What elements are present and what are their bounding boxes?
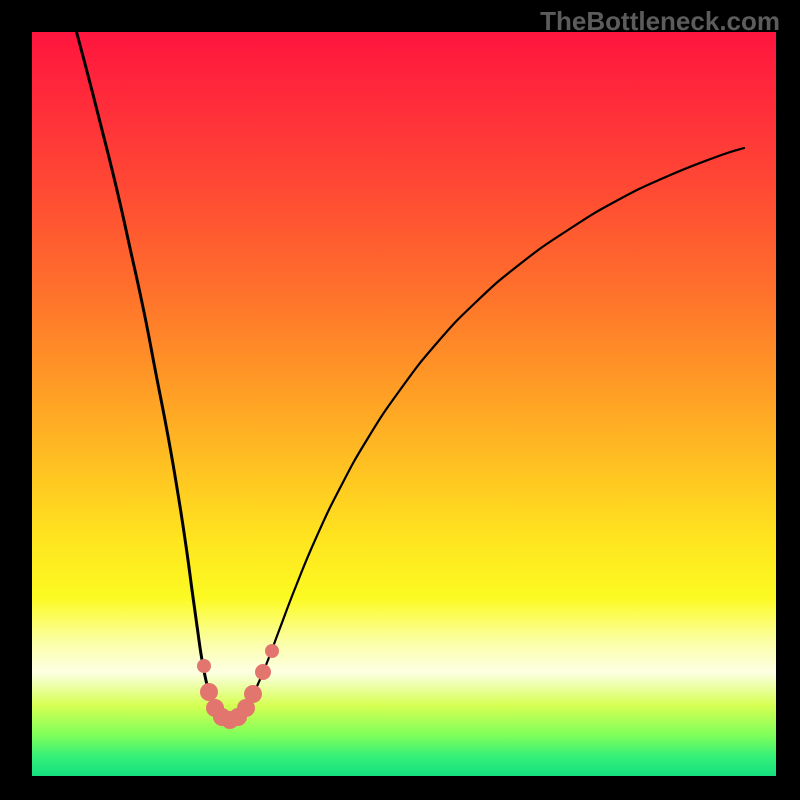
left-curve bbox=[68, 0, 230, 720]
curve-marker bbox=[200, 683, 218, 701]
plot-area bbox=[32, 32, 776, 776]
watermark-text: TheBottleneck.com bbox=[540, 6, 780, 37]
curve-marker bbox=[255, 664, 271, 680]
curve-marker bbox=[265, 644, 279, 658]
right-curve bbox=[230, 148, 744, 720]
curve-marker bbox=[244, 685, 262, 703]
curve-layer bbox=[32, 32, 776, 776]
chart-stage: TheBottleneck.com bbox=[0, 0, 800, 800]
curve-marker bbox=[197, 659, 211, 673]
marker-group bbox=[197, 644, 279, 729]
